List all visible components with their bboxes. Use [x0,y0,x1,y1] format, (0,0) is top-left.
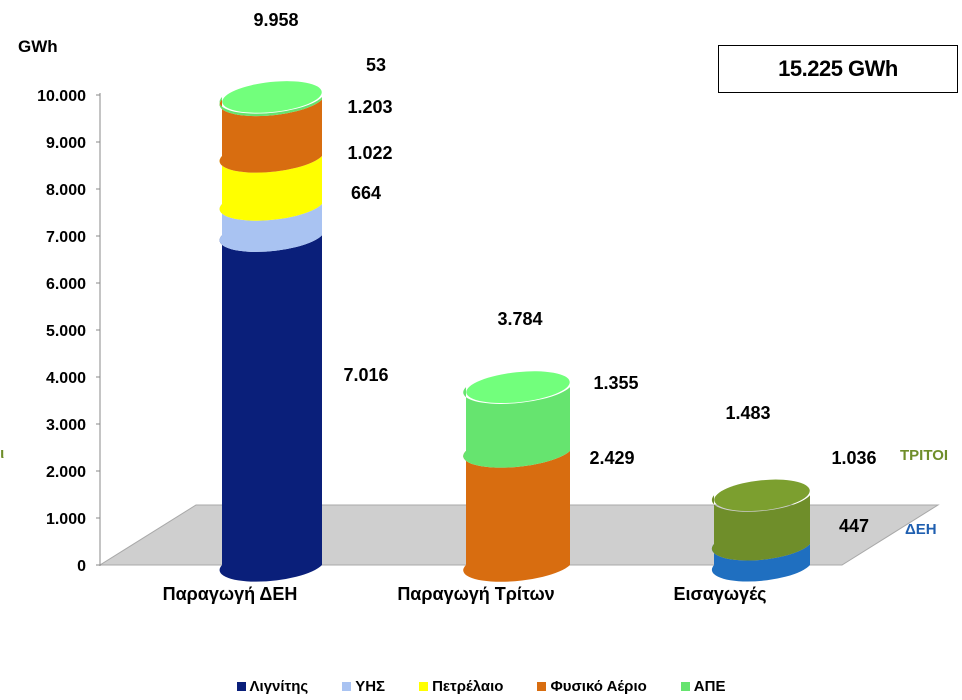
bar-total-label: 3.784 [497,309,542,329]
bars [219,81,810,582]
segment-value-label: 7.016 [343,365,388,385]
y-axis-unit-label: GWh [18,37,58,56]
bar-top-cap [714,479,810,512]
bar-segment [463,387,570,468]
legend: Λιγνίτης ΥΗΣ Πετρέλαιο Φυσικό Αέριο ΑΠΕ [0,678,962,695]
data-labels: 9.958 7.016 664 1.022 1.203 53 3.784 2.429 1.355… [253,10,876,536]
segment-value-label: 1.022 [347,143,392,163]
left-clipped-label: οι [0,445,4,462]
y-tick-label: 6.000 [46,276,86,293]
legend-item: ΥΗΣ [342,678,385,695]
segment-value-label: 2.429 [589,448,634,468]
legend-item: Λιγνίτης [236,678,309,695]
total-energy-box: 15.225 GWh [718,45,958,93]
bar-segment [219,235,322,582]
y-tick-label: 3.000 [46,417,86,434]
legend-label: Λιγνίτης [249,678,309,695]
legend-swatch [419,682,429,691]
y-tick-label: 2.000 [46,464,86,481]
category-labels: Παραγωγή ΔΕΗ Παραγωγή Τρίτων Εισαγωγές [163,584,767,604]
legend-item: ΑΠΕ [680,678,726,695]
y-tick-label: 7.000 [46,229,86,246]
bar-segment [711,543,810,582]
bar-segment [219,156,322,221]
legend-label: ΥΗΣ [355,678,386,695]
legend-swatch [537,682,547,691]
imports-tritoi-label: ΤΡΙΤΟΙ [900,447,948,464]
legend-swatch [680,682,690,691]
bar-segment [219,99,322,173]
total-energy-value: 15.225 GWh [778,56,898,81]
category-label: Παραγωγή ΔΕΗ [163,584,298,604]
segment-value-label: 53 [366,55,386,75]
segment-value-label: 1.036 [831,448,876,468]
segment-value-label: 1.355 [593,373,638,393]
segment-value-label: 447 [839,516,869,536]
y-tick-label: 10.000 [37,88,86,105]
y-axis-ticks: 0 1.000 2.000 3.000 4.000 5.000 6.000 7.000 8.00… [37,88,100,575]
legend-swatch [236,682,246,691]
bar-segment [711,495,810,561]
category-label: Παραγωγή Τρίτων [397,584,554,604]
legend-label: ΑΠΕ [693,678,726,695]
y-tick-label: 1.000 [46,511,86,528]
segment-value-label: 664 [351,183,381,203]
legend-label: Πετρέλαιο [432,678,504,695]
y-tick-label: 8.000 [46,182,86,199]
y-tick-label: 4.000 [46,370,86,387]
legend-label: Φυσικό Αέριο [550,678,647,695]
segment-value-label: 1.203 [347,97,392,117]
y-tick-label: 0 [77,558,86,575]
legend-swatch [342,682,352,691]
bar-top-cap [222,81,322,113]
y-tick-label: 5.000 [46,323,86,340]
bar-segment [219,204,322,252]
y-tick-label: 9.000 [46,135,86,152]
bar-segment [463,450,570,582]
legend-item: Φυσικό Αέριο [537,678,647,695]
bar-total-label: 9.958 [253,10,298,30]
legend-item: Πετρέλαιο [419,678,503,695]
imports-deh-label: ΔΕΗ [905,521,937,538]
category-label: Εισαγωγές [673,584,766,604]
bar-top-cap [466,371,570,404]
bar-total-label: 1.483 [725,403,770,423]
